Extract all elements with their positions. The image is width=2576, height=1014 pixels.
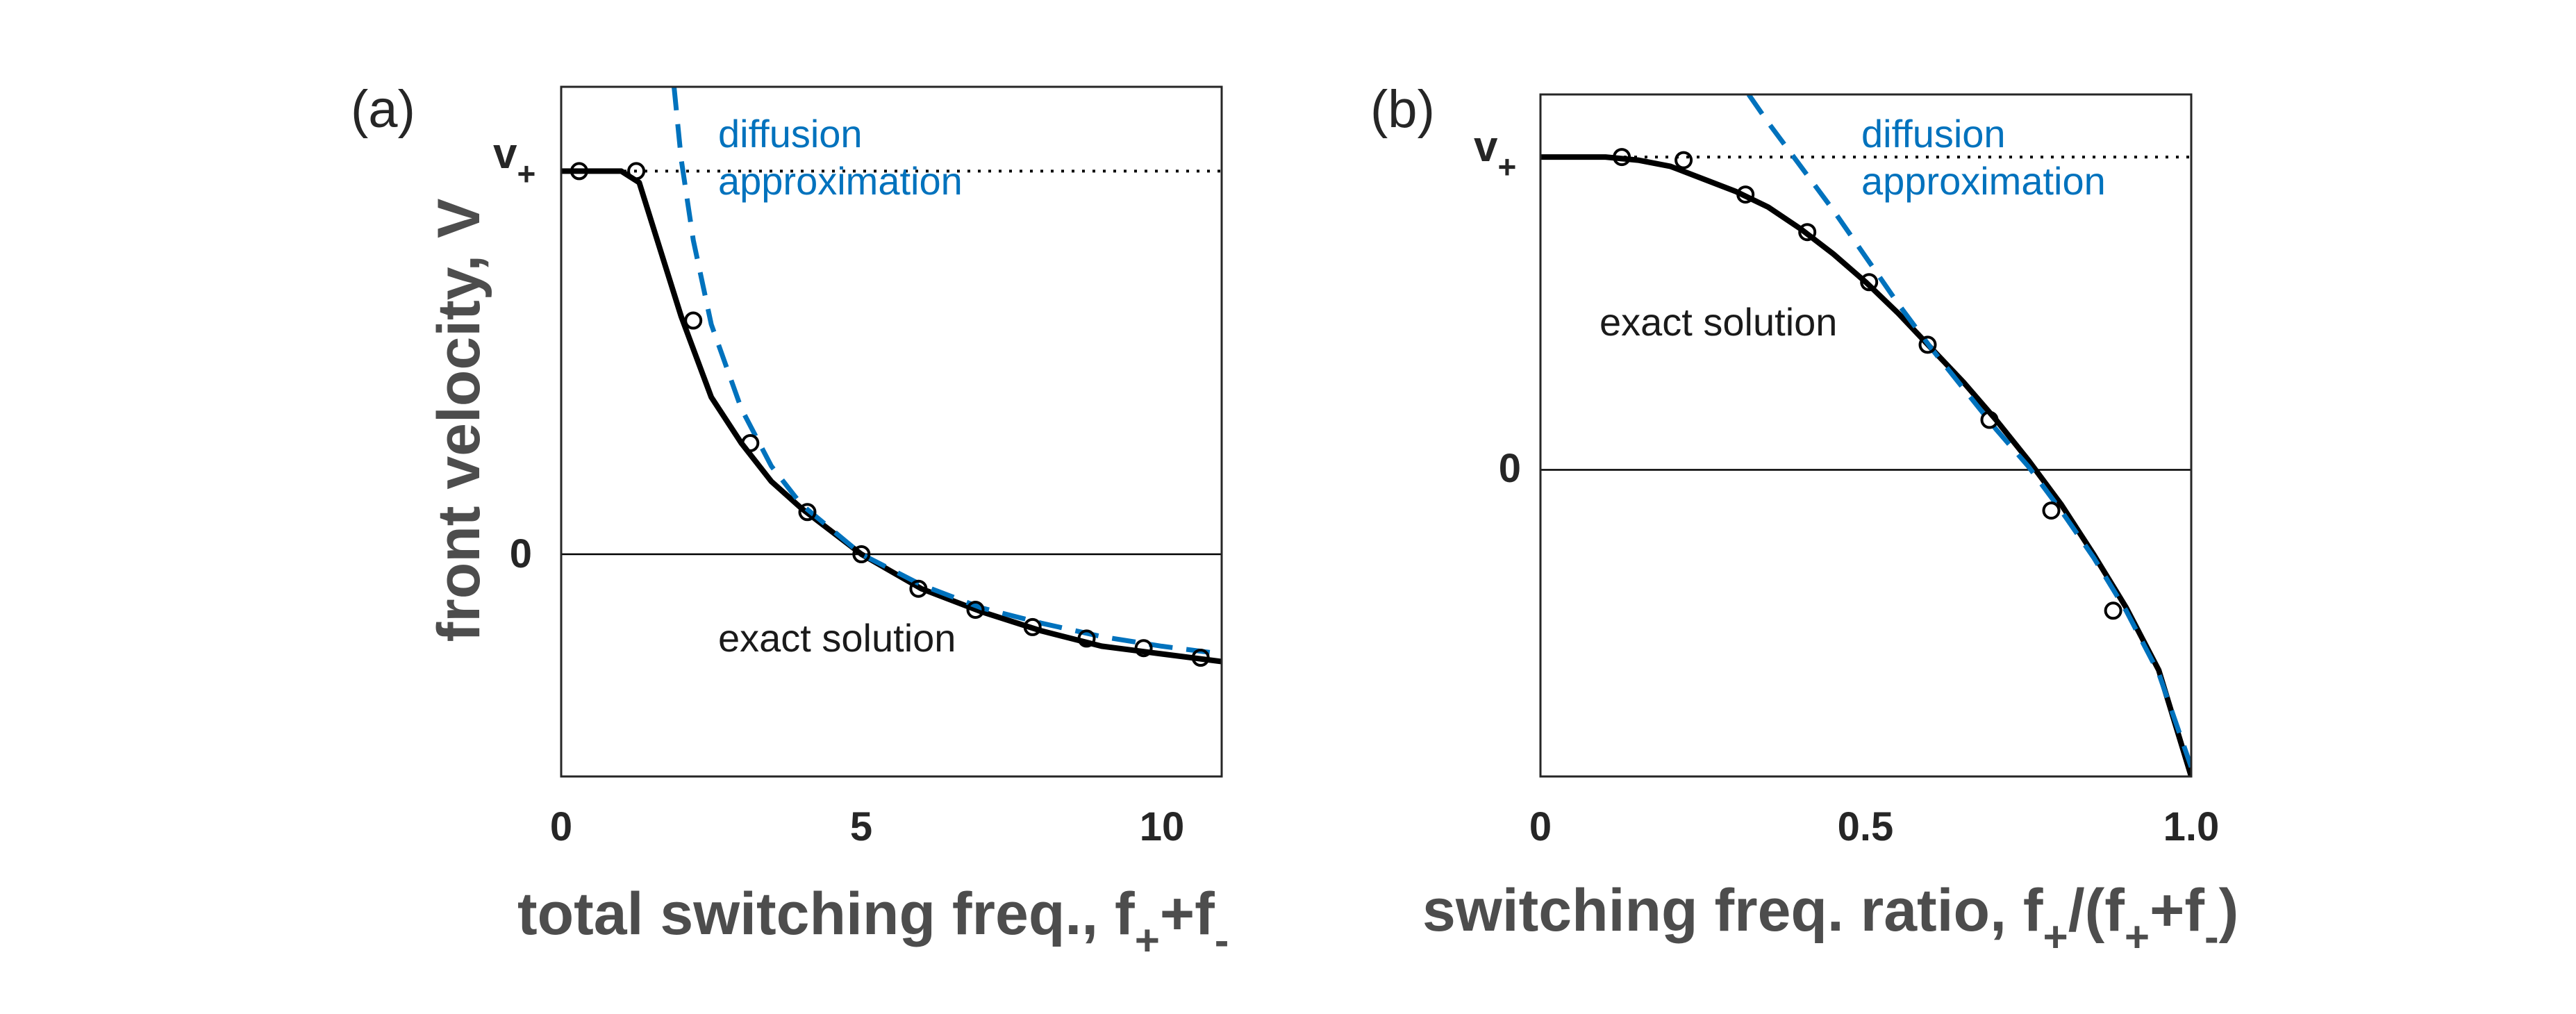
diffusion-label-b-1: diffusion [1861,112,2006,156]
xtick-a-2: 10 [1140,804,1185,849]
marker-a-11 [1191,649,1210,667]
marker-b-7 [2042,501,2061,520]
xtick-b-1: 0.5 [1838,804,1894,849]
marker-b-0 [1613,148,1631,167]
vplus-label-a: v+ [493,130,535,192]
marker-a-4 [798,503,817,522]
x-axis-title-a: total switching freq., f++f- [517,881,1229,965]
marker-a-3 [741,434,760,452]
marker-b-1 [1675,151,1693,169]
xtick-b-2: 1.0 [2163,804,2220,849]
marker-a-8 [1023,617,1042,636]
exact-solution-label-a: exact solution [718,616,956,660]
diffusion-label-a-2: approximation [718,159,963,203]
diffusion-label-b-2: approximation [1861,159,2106,203]
xtick-a-1: 5 [850,804,872,849]
marker-b-8 [2104,601,2122,620]
plot-area-b [1540,94,2191,776]
ytick-zero-b: 0 [1499,446,1521,491]
marker-b-2 [1736,185,1755,204]
vplus-label-b: v+ [1474,123,1516,185]
exact-solution-line-b [1540,154,2191,776]
plot-marks-b [1540,94,2191,776]
x-axis-title-b: switching freq. ratio, f+/(f++f-) [1422,877,2238,961]
plot-marks-a [561,87,1222,667]
exact-solution-line-a [561,168,1222,665]
marker-a-0 [570,162,588,181]
diffusion-label-a-1: diffusion [718,112,863,156]
marker-b-4 [1860,273,1879,292]
panel-a: (a) 0 v+ 0 5 10 diffusion approximation … [351,80,1229,965]
xtick-a-0: 0 [550,804,572,849]
marker-a-1 [627,162,646,181]
panel-b-label: (b) [1370,80,1435,139]
axis-frame-a [560,85,1223,778]
panel-b: (b) 0 v+ 0 0.5 1.0 diffusion approximati… [1370,80,2238,961]
exact-solution-label-b: exact solution [1599,300,1837,344]
axis-frame-b [1539,93,2193,778]
marker-b-6 [1980,410,1999,429]
marker-a-6 [909,579,928,598]
marker-a-7 [966,601,985,619]
ytick-zero-a: 0 [510,531,532,576]
marker-a-9 [1077,629,1096,648]
xtick-b-0: 0 [1529,804,1552,849]
marker-b-5 [1918,335,1937,354]
y-axis-title: front velocity, V [426,199,492,642]
diffusion-approximation-line-b [1746,94,2191,768]
marker-b-3 [1798,223,1817,242]
marker-a-5 [852,545,871,563]
marker-a-10 [1134,639,1153,658]
plot-area-a [561,87,1222,667]
panel-a-label: (a) [351,80,415,139]
marker-a-2 [684,311,703,330]
